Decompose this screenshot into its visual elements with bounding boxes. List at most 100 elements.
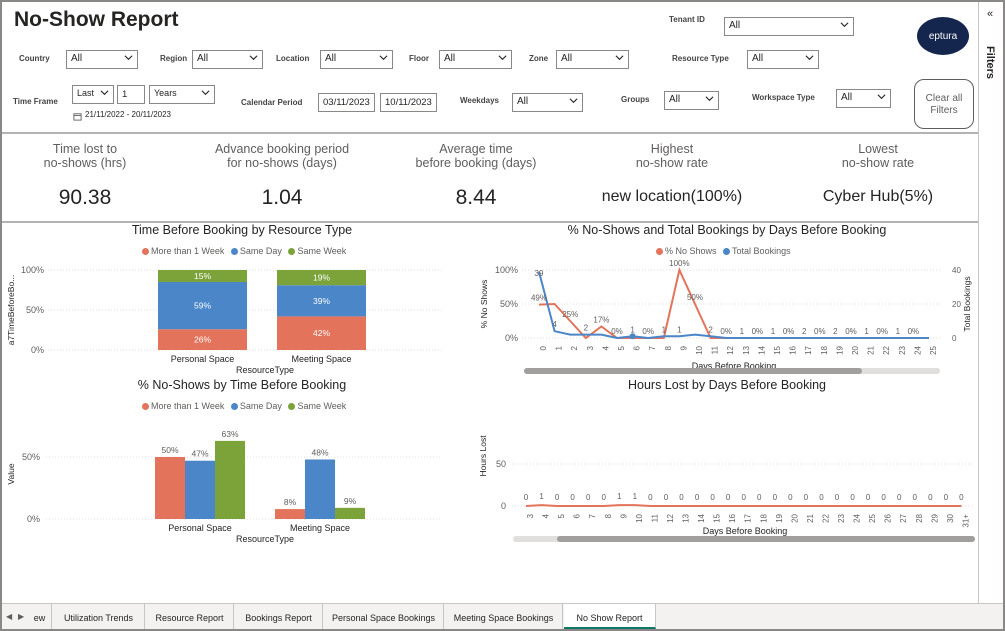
chevron-down-icon [569, 98, 578, 104]
time-frame-unit-value: Years [154, 88, 177, 98]
zone-label: Zone [529, 54, 549, 63]
weekdays-value: All [517, 96, 529, 107]
x-tick-label: 14 [697, 513, 706, 522]
chevron-down-icon [705, 96, 714, 102]
weekdays-dropdown[interactable]: All [512, 93, 583, 112]
time-frame-range: 21/11/2022 - 20/11/2023 [85, 110, 171, 119]
x-tick-label: 5 [617, 345, 626, 350]
floor-dropdown[interactable]: All [439, 50, 512, 69]
data-label: 48% [311, 447, 328, 457]
data-label: 0 [726, 493, 731, 502]
x-tick-label: 31+ [961, 514, 970, 528]
y-axis-label: Value [6, 463, 16, 484]
x-tick-label: 4 [542, 513, 551, 518]
data-label: 1 [539, 492, 544, 501]
tab-resource-report[interactable]: Resource Report [146, 604, 234, 629]
time-frame-count-input[interactable]: 1 [117, 85, 145, 104]
workspace-type-label: Workspace Type [752, 93, 815, 102]
location-dropdown[interactable]: All [320, 50, 393, 69]
chart-scrollbar[interactable] [513, 536, 975, 542]
country-dropdown[interactable]: All [66, 50, 138, 69]
clear-all-filters-button[interactable]: Clear all Filters [914, 79, 974, 129]
data-label: 0 [959, 493, 964, 502]
zone-value: All [561, 53, 573, 64]
x-tick-label: 8 [664, 345, 673, 350]
kpi-label-line: no-show rate [635, 156, 709, 170]
data-label: 25% [562, 310, 578, 319]
data-label: 2 [708, 325, 713, 334]
legend-label: Same Day [239, 246, 282, 256]
legend-marker [723, 248, 731, 256]
data-label: 0 [866, 493, 871, 502]
x-tick-label: 11 [711, 345, 720, 354]
x-tick-label: 9 [619, 513, 628, 518]
tab-overview[interactable]: ew [28, 604, 52, 629]
kpi-label-line: before booking (days) [415, 156, 537, 170]
calendar-period-label: Calendar Period [241, 98, 303, 107]
x-tick-label: Meeting Space [290, 523, 350, 533]
y-tick-label: 50% [22, 452, 40, 462]
data-label: 0 [788, 493, 793, 502]
workspace-type-value: All [841, 92, 853, 103]
resource-type-dropdown[interactable]: All [747, 50, 819, 69]
chevron-down-icon [100, 90, 109, 96]
legend-marker [230, 403, 238, 411]
x-tick-label: 27 [899, 513, 908, 522]
calendar-end-date-input[interactable]: 10/11/2023 [380, 93, 437, 112]
region-value: All [197, 53, 209, 64]
x-tick-label: 18 [820, 345, 829, 354]
time-frame-unit-dropdown[interactable]: Years [149, 85, 215, 104]
zone-dropdown[interactable]: All [556, 50, 629, 69]
y-tick-label: 0% [505, 333, 518, 343]
tab-meeting-space-bookings[interactable]: Meeting Space Bookings [445, 604, 563, 629]
filters-pane[interactable]: « Filters [978, 2, 1003, 603]
x-tick-label: 7 [648, 345, 657, 350]
location-value: All [325, 53, 337, 64]
tab-personal-space-bookings[interactable]: Personal Space Bookings [324, 604, 444, 629]
data-label: 50% [687, 293, 703, 302]
x-tick-label: 20 [851, 345, 860, 354]
scrollbar-thumb[interactable] [524, 368, 862, 374]
data-label: 39 [535, 269, 544, 278]
time-before-booking-chart: 100% 50% 0% a7TimeBeforeBo... 26% 59% 15% Perso… [6, 265, 442, 375]
time-frame-relative-dropdown[interactable]: Last [72, 85, 114, 104]
data-label: 0 [913, 493, 918, 502]
legend-marker [142, 403, 149, 411]
tab-scroll-left-icon[interactable]: ◀ [6, 612, 13, 621]
calendar-start-date-input[interactable]: 03/11/2023 [318, 93, 375, 112]
data-label: 2 [833, 327, 838, 336]
tab-no-show-report[interactable]: No Show Report [564, 604, 656, 629]
tab-scroll-right-icon[interactable]: ▶ [18, 612, 25, 621]
data-label: 0% [908, 327, 920, 336]
y2-tick-label: 20 [952, 300, 961, 309]
y-axis-label: Hours Lost [478, 435, 488, 477]
data-label: 0% [642, 327, 654, 336]
chart-title: % No-Shows and Total Bookings by Days Be… [567, 223, 887, 237]
region-dropdown[interactable]: All [192, 50, 263, 69]
y-tick-label: 100% [495, 265, 518, 275]
y-tick-label: 50% [26, 305, 44, 315]
bar [275, 509, 305, 519]
legend-label: Same Day [239, 401, 282, 411]
filters-pane-label[interactable]: Filters [984, 46, 996, 80]
tab-bookings-report[interactable]: Bookings Report [235, 604, 323, 629]
tab-utilization-trends[interactable]: Utilization Trends [53, 604, 145, 629]
data-label: 0% [720, 327, 732, 336]
bar [335, 507, 365, 519]
kpi-highest-rate-value: new location(100%) [601, 188, 743, 205]
chart-title: Time Before Booking by Resource Type [131, 223, 353, 237]
chevron-down-icon [201, 90, 210, 96]
data-label: 4 [552, 320, 557, 329]
total-bookings-line [538, 271, 929, 340]
data-label: 0 [928, 493, 933, 502]
kpi-time-lost-label: Time lost to no-shows (hrs) [20, 142, 150, 170]
chart-scrollbar[interactable] [524, 368, 940, 374]
tenant-id-dropdown[interactable]: All [724, 17, 854, 36]
workspace-type-dropdown[interactable]: All [836, 89, 891, 108]
groups-dropdown[interactable]: All [664, 91, 719, 110]
collapse-filters-icon[interactable]: « [987, 8, 994, 20]
scrollbar-thumb[interactable] [557, 536, 975, 542]
data-label: 50% [161, 445, 178, 455]
divider [2, 221, 978, 223]
